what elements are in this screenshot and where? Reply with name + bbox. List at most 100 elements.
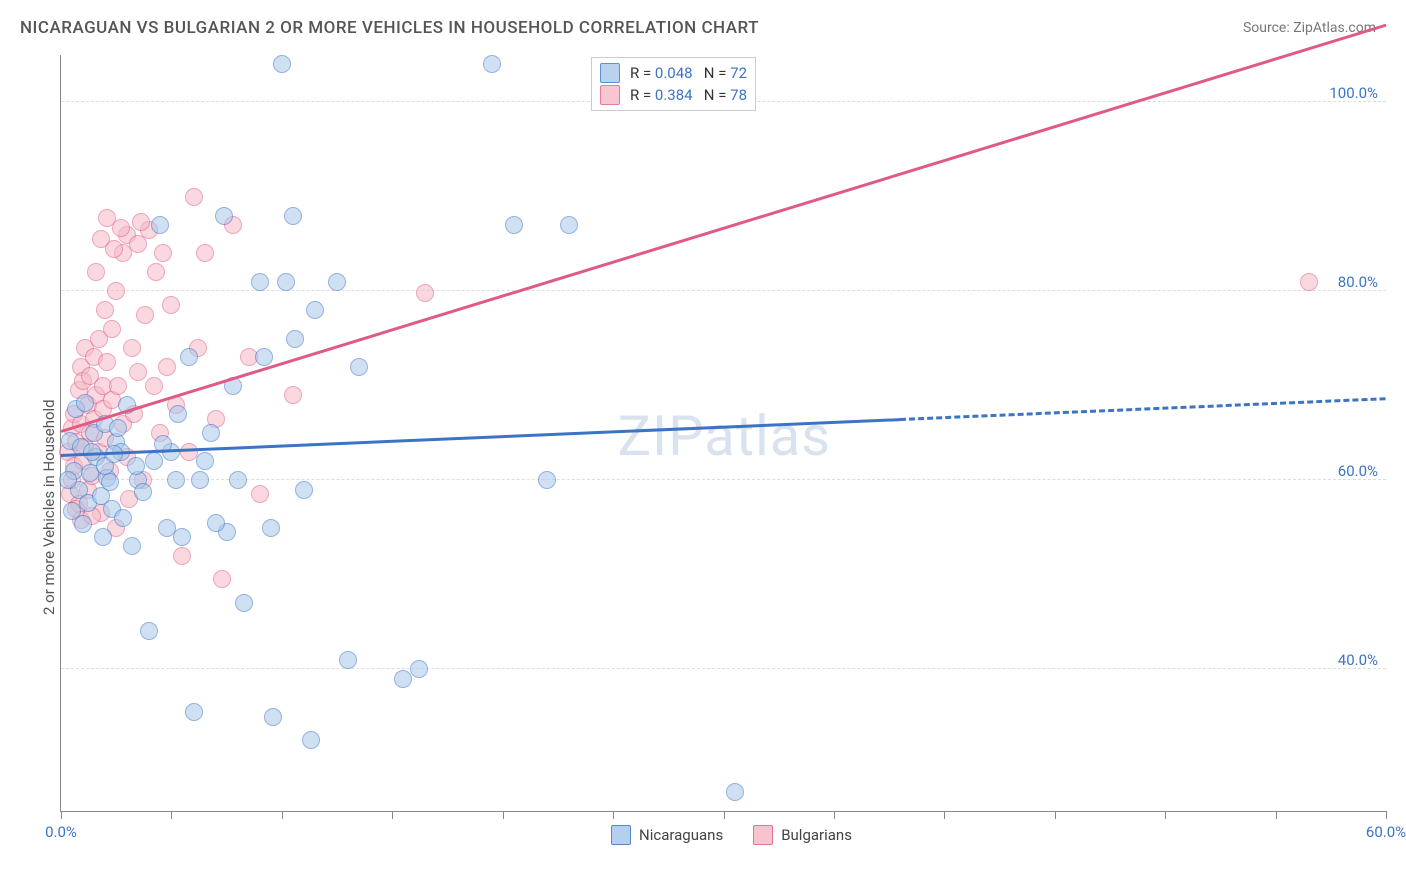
- nicaraguans-point: [350, 358, 368, 376]
- bulgarians-point: [87, 263, 105, 281]
- legend-swatch-bulgarians: [600, 85, 620, 105]
- legend-stats-nicaraguans: R = 0.048 N = 72: [630, 64, 747, 82]
- watermark: ZIPatlas: [618, 403, 832, 469]
- x-tick: [503, 811, 504, 819]
- y-tick-label: 40.0%: [1338, 651, 1378, 669]
- bulgarians-point: [136, 306, 154, 324]
- nicaraguans-point: [127, 457, 145, 475]
- chart-container: NICARAGUAN VS BULGARIAN 2 OR MORE VEHICL…: [0, 0, 1406, 892]
- bulgarians-point: [162, 296, 180, 314]
- x-tick: [724, 811, 725, 819]
- nicaraguans-point: [207, 514, 225, 532]
- nicaraguans-point: [251, 273, 269, 291]
- nicaraguans-point: [151, 216, 169, 234]
- x-tick: [61, 811, 62, 819]
- chart-title: NICARAGUAN VS BULGARIAN 2 OR MORE VEHICL…: [20, 18, 759, 38]
- nicaraguans-point: [215, 207, 233, 225]
- nicaraguans-point: [134, 483, 152, 501]
- source-prefix: Source:: [1243, 20, 1293, 36]
- bulgarians-point: [213, 570, 231, 588]
- nicaraguans-point: [145, 452, 163, 470]
- nicaraguans-point: [560, 216, 578, 234]
- plot-area: ZIPatlas 40.0%60.0%80.0%100.0%0.0%60.0%R…: [60, 55, 1386, 812]
- nicaraguans-point: [286, 330, 304, 348]
- bulgarians-point: [132, 213, 150, 231]
- nicaraguans-point: [114, 509, 132, 527]
- x-tick: [171, 811, 172, 819]
- x-tick: [1055, 811, 1056, 819]
- nicaraguans-point: [180, 348, 198, 366]
- bulgarians-point: [416, 284, 434, 302]
- nicaraguans-point: [191, 471, 209, 489]
- bulgarians-point: [173, 547, 191, 565]
- legend-label-nicaraguans: Nicaraguans: [639, 826, 723, 844]
- bulgarians-point: [158, 358, 176, 376]
- x-tick: [282, 811, 283, 819]
- nicaraguans-point: [339, 651, 357, 669]
- nicaraguans-point: [505, 216, 523, 234]
- x-tick-label: 60.0%: [1366, 823, 1406, 841]
- bulgarians-point: [103, 320, 121, 338]
- y-tick-label: 60.0%: [1338, 462, 1378, 480]
- bulgarians-point: [129, 363, 147, 381]
- bulgarians-point: [123, 339, 141, 357]
- nicaraguans-point: [302, 731, 320, 749]
- plot-area-wrap: 2 or more Vehicles in Household ZIPatlas…: [40, 55, 1386, 842]
- nicaraguans-point: [538, 471, 556, 489]
- nicaraguans-point: [306, 301, 324, 319]
- bulgarians-point: [92, 230, 110, 248]
- bulgarians-point: [154, 244, 172, 262]
- nicaraguans-point: [76, 394, 94, 412]
- x-tick: [1386, 811, 1387, 819]
- bulgarians-point: [98, 209, 116, 227]
- bulgarians-point: [107, 282, 125, 300]
- nicaraguans-point: [94, 528, 112, 546]
- nicaraguans-point: [123, 537, 141, 555]
- y-tick-label: 100.0%: [1329, 84, 1378, 102]
- x-tick: [392, 811, 393, 819]
- nicaraguans-point: [264, 708, 282, 726]
- nicaraguans-point: [273, 55, 291, 73]
- nicaraguans-point: [101, 473, 119, 491]
- gridline-h: [61, 668, 1386, 669]
- nicaraguans-point: [74, 515, 92, 533]
- legend-swatch-nicaraguans: [600, 63, 620, 83]
- bulgarians-point: [284, 386, 302, 404]
- x-tick: [1276, 811, 1277, 819]
- legend-label-bulgarians: Bulgarians: [781, 826, 852, 844]
- x-tick: [1165, 811, 1166, 819]
- gridline-h: [61, 479, 1386, 480]
- trend-line: [61, 418, 900, 457]
- bulgarians-point: [96, 301, 114, 319]
- bulgarians-point: [251, 485, 269, 503]
- nicaraguans-point: [59, 471, 77, 489]
- nicaraguans-point: [235, 594, 253, 612]
- trend-line: [900, 397, 1386, 421]
- nicaraguans-point: [109, 419, 127, 437]
- nicaraguans-point: [328, 273, 346, 291]
- legend-swatch-nicaraguans: [611, 825, 631, 845]
- nicaraguans-point: [202, 424, 220, 442]
- nicaraguans-point: [262, 519, 280, 537]
- nicaraguans-point: [277, 273, 295, 291]
- nicaraguans-point: [284, 207, 302, 225]
- correlation-legend: R = 0.048 N = 72 R = 0.384 N = 78: [591, 57, 756, 111]
- nicaraguans-point: [196, 452, 214, 470]
- legend-swatch-bulgarians: [753, 825, 773, 845]
- bulgarians-point: [145, 377, 163, 395]
- series-legend: Nicaraguans Bulgarians: [611, 825, 874, 845]
- legend-row-nicaraguans: R = 0.048 N = 72: [600, 62, 747, 84]
- x-tick: [834, 811, 835, 819]
- nicaraguans-point: [167, 471, 185, 489]
- bulgarians-point: [98, 353, 116, 371]
- nicaraguans-point: [229, 471, 247, 489]
- legend-row-bulgarians: R = 0.384 N = 78: [600, 84, 747, 106]
- nicaraguans-point: [483, 55, 501, 73]
- nicaraguans-point: [140, 622, 158, 640]
- legend-stats-bulgarians: R = 0.384 N = 78: [630, 86, 747, 104]
- nicaraguans-point: [173, 528, 191, 546]
- bulgarians-point: [147, 263, 165, 281]
- nicaraguans-point: [726, 783, 744, 801]
- x-tick: [613, 811, 614, 819]
- bulgarians-point: [196, 244, 214, 262]
